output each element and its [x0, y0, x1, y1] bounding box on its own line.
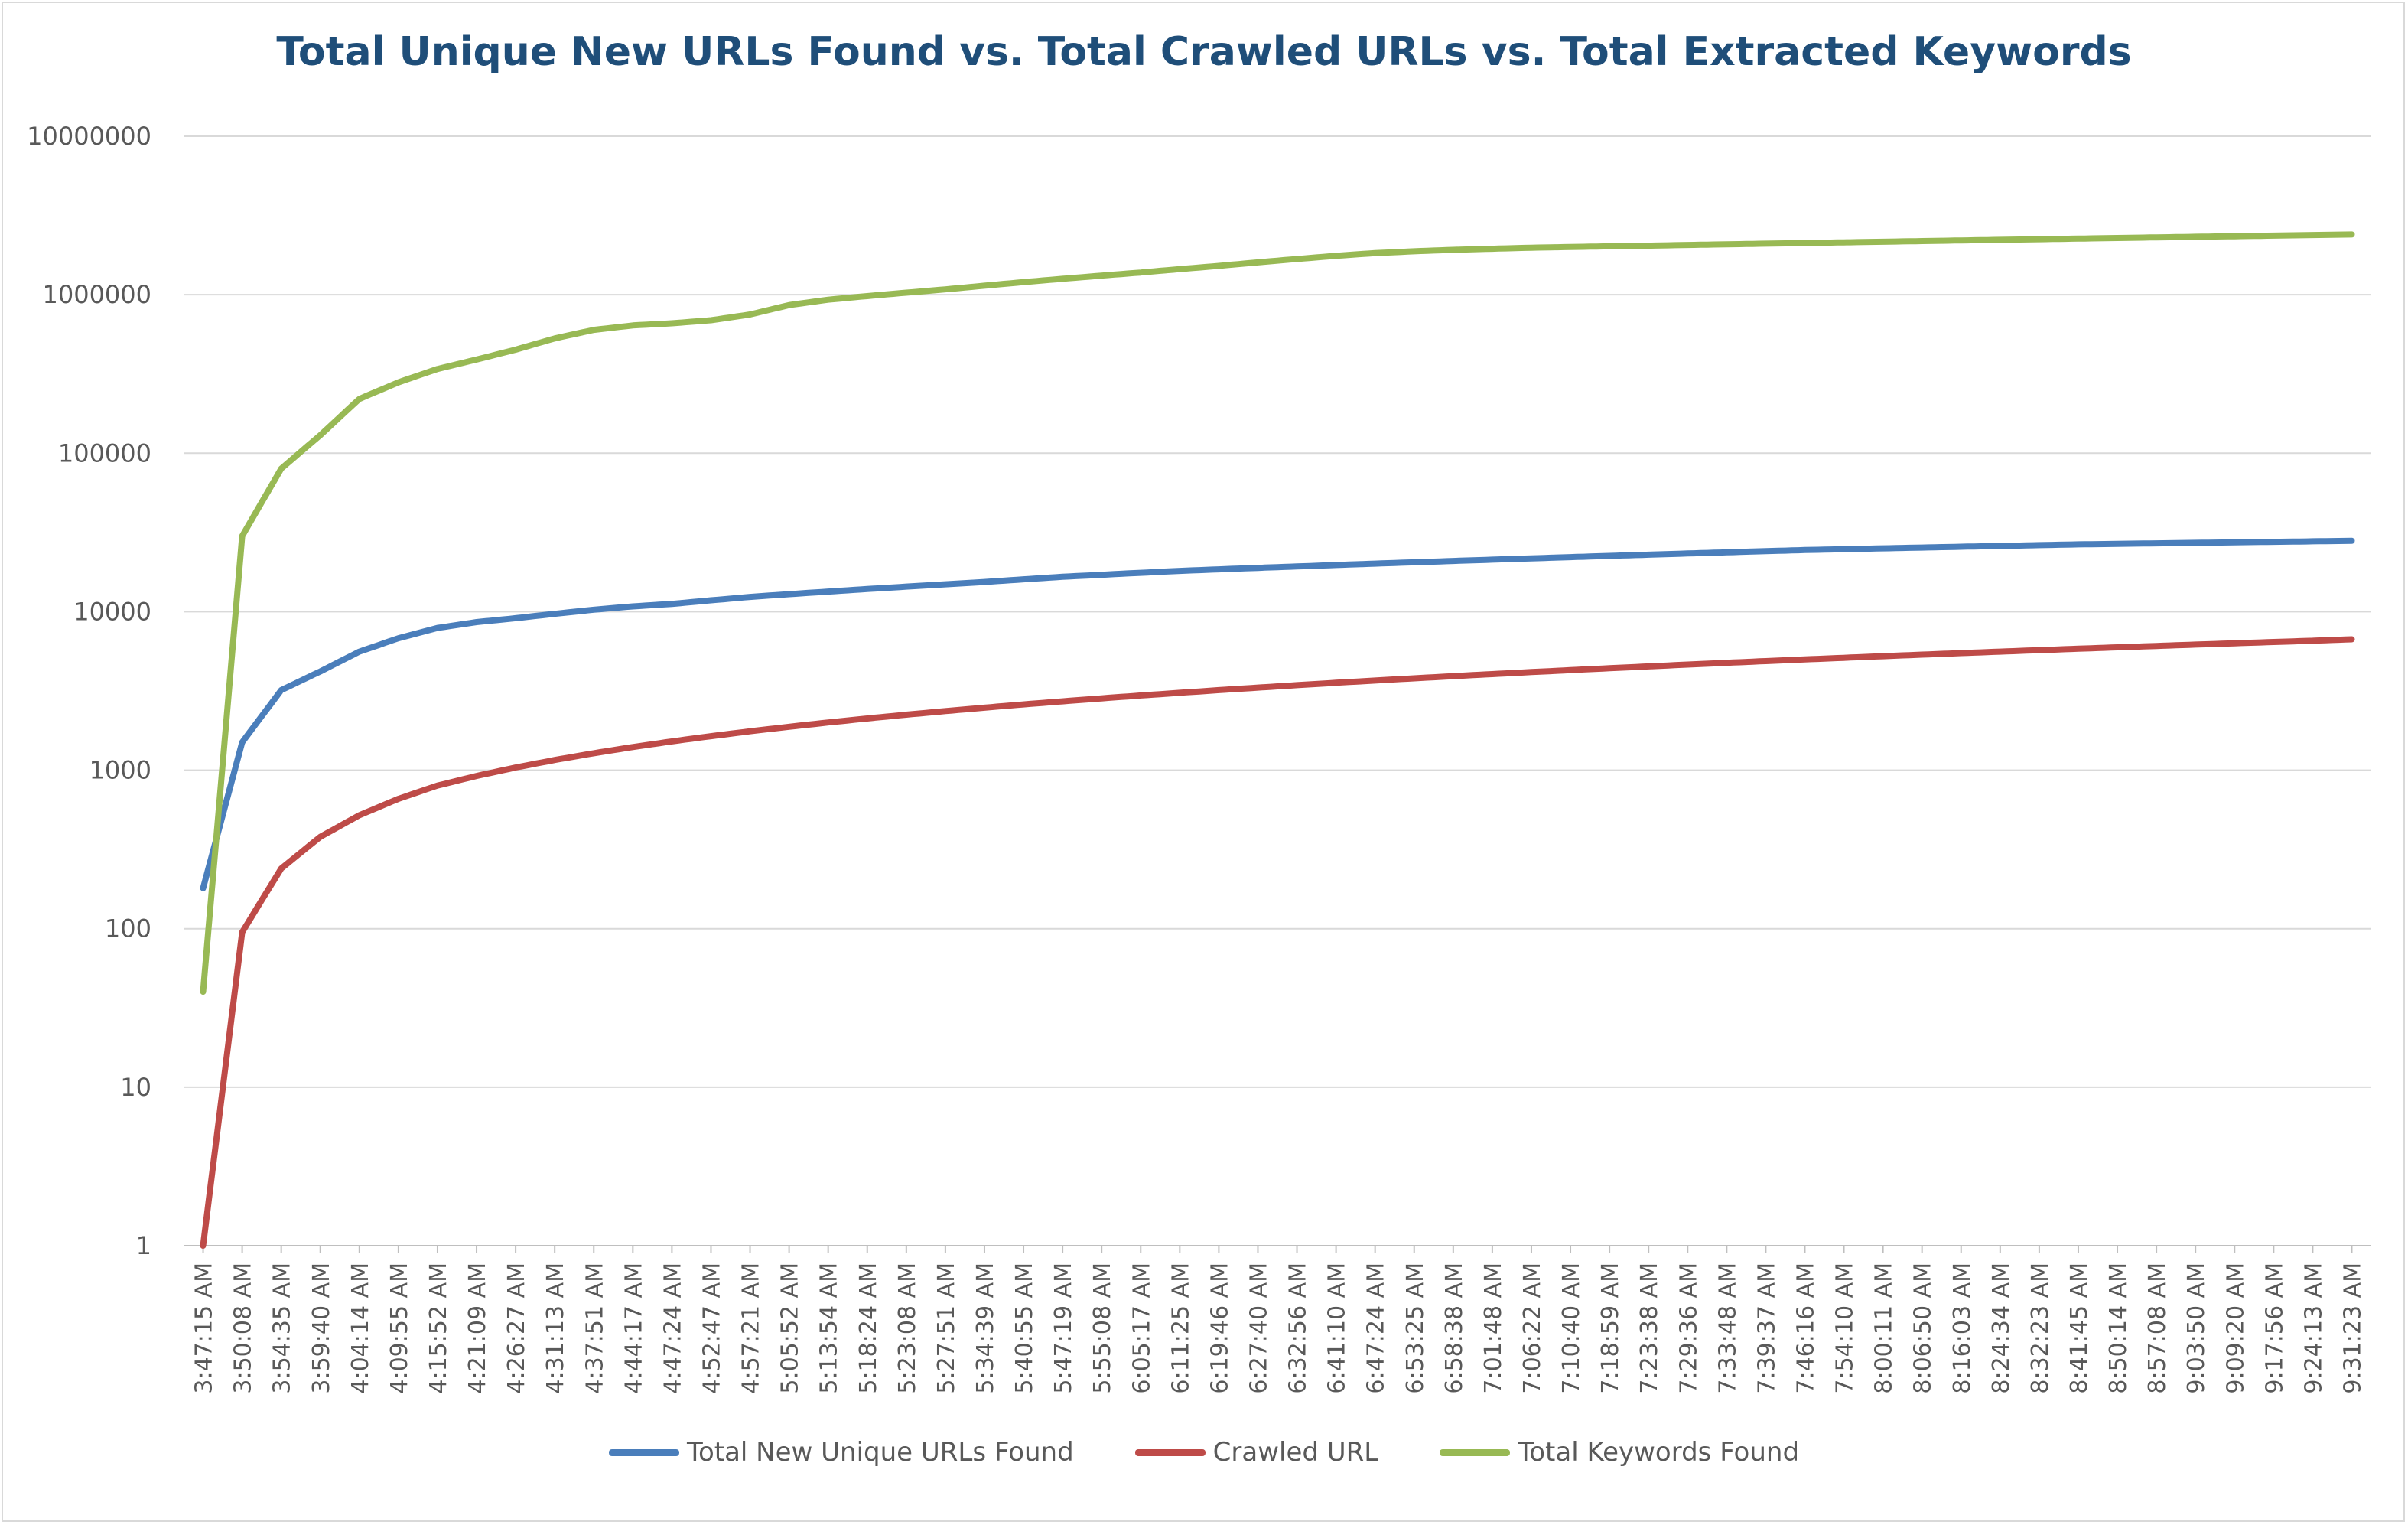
x-tick-label: 4:21:09 AM [464, 1263, 491, 1394]
x-tick-label: 5:55:08 AM [1089, 1263, 1116, 1394]
chart-title: Total Unique New URLs Found vs. Total Cr… [276, 29, 2132, 75]
x-axis-ticks: 3:47:15 AM 3:50:08 AM 3:54:35 AM 3:59:40 AM… [191, 1246, 2366, 1394]
x-tick-label: 9:03:50 AM [2183, 1263, 2210, 1394]
x-tick-label: 8:06:50 AM [1910, 1263, 1937, 1394]
x-tick-label: 4:26:27 AM [503, 1263, 530, 1394]
x-tick-label: 7:18:59 AM [1597, 1263, 1624, 1394]
x-tick-label: 3:50:08 AM [230, 1263, 257, 1394]
x-tick-label: 5:47:19 AM [1050, 1263, 1077, 1394]
x-tick-label: 6:58:38 AM [1441, 1263, 1468, 1394]
x-tick-label: 6:27:40 AM [1245, 1263, 1272, 1394]
x-tick-label: 8:16:03 AM [1949, 1263, 1976, 1394]
legend-item-keywords: Total Keywords Found [1440, 1437, 1799, 1468]
x-tick-label: 6:41:10 AM [1324, 1263, 1351, 1394]
x-tick-label: 9:17:56 AM [2261, 1263, 2288, 1394]
legend: Total New Unique URLs Found Crawled URL … [0, 1437, 2408, 1468]
x-tick-label: 8:50:14 AM [2105, 1263, 2132, 1394]
x-tick-label: 3:54:35 AM [269, 1263, 296, 1394]
x-tick-label: 7:06:22 AM [1519, 1263, 1546, 1394]
series-lines [200, 231, 2355, 1249]
x-tick-label: 6:32:56 AM [1285, 1263, 1312, 1394]
x-tick-label: 3:47:15 AM [191, 1263, 218, 1394]
x-tick-label: 8:24:34 AM [1988, 1263, 2015, 1394]
y-axis-ticks: 1 10 100 1000 10000 100000 1000000 10000000 [27, 122, 151, 1260]
x-tick-label: 5:13:54 AM [816, 1263, 843, 1394]
legend-swatch-keywords [1440, 1448, 1511, 1456]
x-tick-label: 6:53:25 AM [1402, 1263, 1429, 1394]
x-tick-label: 4:09:55 AM [386, 1263, 413, 1394]
series-line-1 [200, 537, 2355, 891]
x-tick-label: 7:01:48 AM [1480, 1263, 1507, 1394]
x-tick-label: 4:47:24 AM [659, 1263, 686, 1394]
x-tick-label: 7:10:40 AM [1558, 1263, 1585, 1394]
x-tick-label: 4:44:17 AM [620, 1263, 647, 1394]
x-tick-label: 7:23:38 AM [1636, 1263, 1663, 1394]
x-tick-label: 4:04:14 AM [347, 1263, 374, 1394]
x-tick-label: 7:46:16 AM [1792, 1263, 1819, 1394]
x-tick-label: 8:41:45 AM [2066, 1263, 2093, 1394]
x-tick-label: 7:29:36 AM [1675, 1263, 1702, 1394]
x-tick-label: 6:11:25 AM [1167, 1263, 1194, 1394]
legend-label-keywords: Total Keywords Found [1518, 1437, 1800, 1468]
series-line-2 [200, 636, 2355, 1249]
x-tick-label: 5:27:51 AM [933, 1263, 960, 1394]
y-tick-label: 100 [105, 914, 151, 943]
y-tick-label: 10 [120, 1073, 151, 1102]
x-tick-label: 6:05:17 AM [1128, 1263, 1155, 1394]
y-tick-label: 1 [136, 1231, 151, 1260]
x-tick-label: 4:57:21 AM [738, 1263, 765, 1394]
x-tick-label: 7:54:10 AM [1832, 1263, 1859, 1394]
legend-label-urls: Total New Unique URLs Found [686, 1437, 1074, 1468]
x-tick-label: 8:57:08 AM [2144, 1263, 2171, 1394]
legend-item-crawled: Crawled URL [1134, 1437, 1379, 1468]
x-tick-label: 8:32:23 AM [2027, 1263, 2054, 1394]
x-tick-label: 5:40:55 AM [1011, 1263, 1038, 1394]
x-tick-label: 4:37:51 AM [581, 1263, 608, 1394]
y-tick-label: 1000000 [42, 280, 151, 309]
x-tick-label: 5:18:24 AM [855, 1263, 882, 1394]
x-tick-label: 7:33:48 AM [1714, 1263, 1741, 1394]
x-tick-label: 5:05:52 AM [777, 1263, 804, 1394]
x-tick-label: 9:24:13 AM [2300, 1263, 2327, 1394]
x-tick-label: 9:31:23 AM [2339, 1263, 2366, 1394]
y-tick-label: 100000 [58, 438, 151, 468]
y-tick-label: 10000 [73, 597, 151, 626]
legend-swatch-urls [608, 1448, 679, 1456]
y-tick-label: 1000 [89, 756, 151, 785]
x-tick-label: 5:23:08 AM [894, 1263, 921, 1394]
legend-item-urls: Total New Unique URLs Found [608, 1437, 1074, 1468]
series-line-3 [200, 231, 2355, 995]
gridlines [184, 135, 2371, 1088]
x-tick-label: 5:34:39 AM [972, 1263, 999, 1394]
y-tick-label: 10000000 [27, 122, 151, 151]
x-tick-label: 8:00:11 AM [1871, 1263, 1898, 1394]
legend-label-crawled: Crawled URL [1212, 1437, 1379, 1468]
x-tick-label: 7:39:37 AM [1753, 1263, 1780, 1394]
legend-swatch-crawled [1134, 1448, 1206, 1456]
x-tick-label: 6:19:46 AM [1206, 1263, 1233, 1394]
x-tick-label: 3:59:40 AM [308, 1263, 335, 1394]
x-tick-label: 4:31:13 AM [542, 1263, 569, 1394]
x-tick-label: 9:09:20 AM [2222, 1263, 2249, 1394]
x-tick-label: 4:52:47 AM [698, 1263, 725, 1394]
x-tick-label: 6:47:24 AM [1363, 1263, 1390, 1394]
x-tick-label: 4:15:52 AM [425, 1263, 452, 1394]
